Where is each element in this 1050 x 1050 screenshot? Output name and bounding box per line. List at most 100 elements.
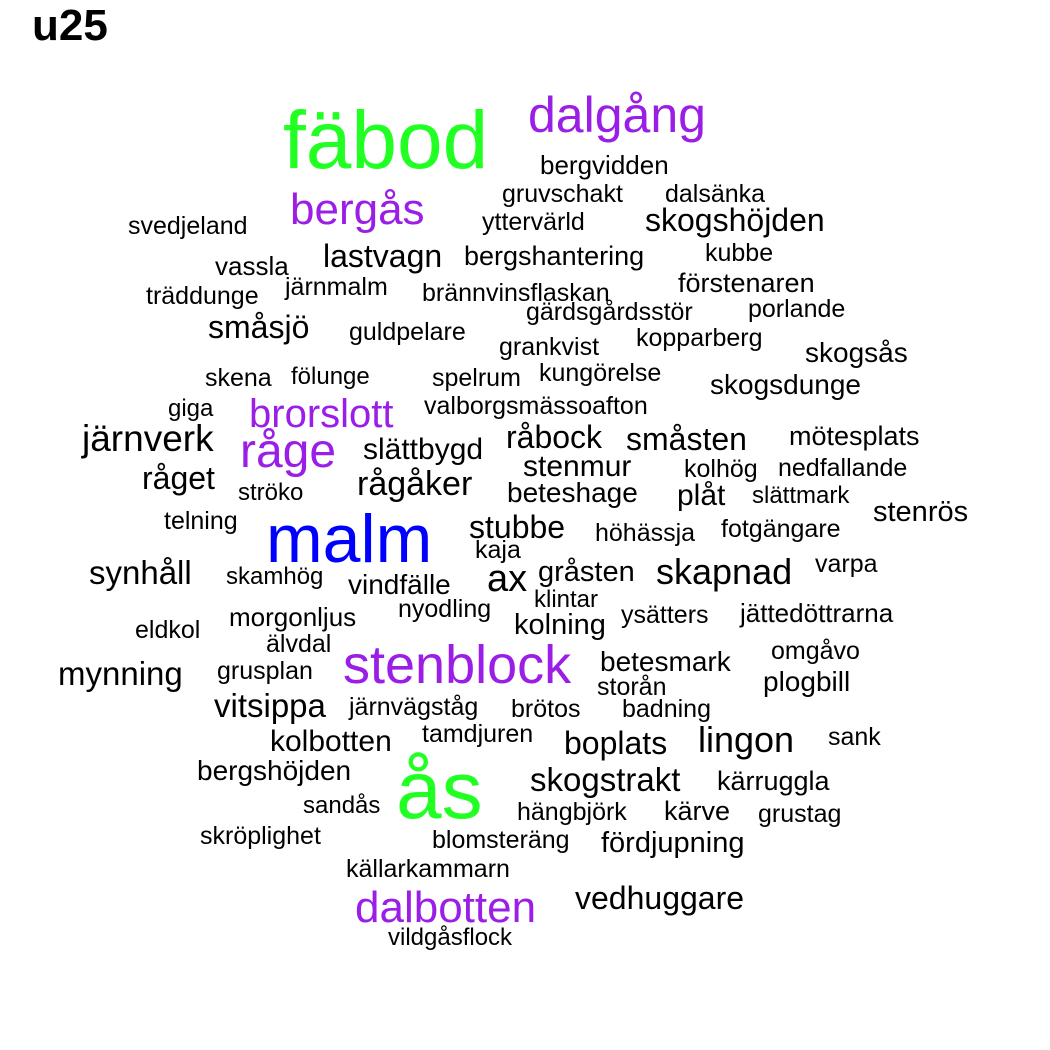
- cloud-word: giga: [168, 395, 214, 422]
- cloud-word: lingon: [698, 719, 795, 760]
- cloud-word: grusplan: [217, 657, 313, 685]
- cloud-word: kungörelse: [539, 359, 662, 387]
- cloud-word: ås: [396, 745, 483, 836]
- cloud-word: kolbotten: [270, 725, 392, 758]
- cloud-word: kaja: [475, 536, 521, 564]
- cloud-word: mynning: [58, 655, 183, 692]
- cloud-word: förstenaren: [678, 268, 815, 298]
- cloud-word: morgonljus: [229, 602, 357, 632]
- cloud-word: betesmark: [600, 646, 731, 677]
- cloud-word: stubbe: [469, 509, 566, 545]
- cloud-word: gruvschakt: [502, 180, 623, 208]
- cloud-word: mötesplats: [789, 421, 920, 451]
- cloud-word: blomsteräng: [432, 826, 570, 854]
- cloud-word: vindfälle: [348, 569, 451, 600]
- cloud-word: skapnad: [656, 551, 793, 592]
- cloud-word: skena: [205, 364, 272, 392]
- cloud-word: stenblock: [343, 635, 572, 695]
- cloud-word: rågåker: [357, 465, 473, 503]
- cloud-word: skogstrakt: [530, 761, 681, 798]
- cloud-word: stenmur: [523, 450, 632, 483]
- cloud-word: hängbjörk: [517, 798, 627, 826]
- cloud-word: vildgåsflock: [388, 924, 513, 951]
- cloud-word: vassla: [215, 251, 289, 281]
- cloud-word: skogshöjden: [645, 202, 825, 238]
- cloud-word: ax: [487, 558, 528, 600]
- cloud-word: nedfallande: [778, 454, 908, 482]
- cloud-word: sandås: [303, 792, 381, 819]
- cloud-word: älvdal: [266, 630, 332, 658]
- cloud-word: tamdjuren: [422, 720, 534, 748]
- cloud-word: råget: [142, 460, 215, 496]
- cloud-word: fölunge: [291, 363, 370, 390]
- cloud-word: höhässja: [595, 519, 696, 547]
- cloud-word: järnvägståg: [349, 693, 479, 721]
- cloud-word: bergshöjden: [197, 755, 352, 786]
- cloud-word: malm: [266, 501, 433, 577]
- cloud-word: klintar: [534, 586, 599, 613]
- cloud-word: eldkol: [135, 616, 201, 644]
- cloud-word: stenrös: [873, 496, 969, 528]
- cloud-word: gråsten: [538, 556, 635, 588]
- cloud-word: plogbill: [763, 666, 851, 697]
- cloud-word: dalbotten: [355, 883, 537, 932]
- cloud-word: kärve: [664, 796, 731, 826]
- cloud-word: brännvinsflaskan: [422, 279, 610, 307]
- cloud-word: skamhög: [226, 563, 324, 590]
- cloud-word: yttervärld: [482, 208, 585, 236]
- cloud-word: slättmark: [752, 482, 850, 509]
- cloud-word: kärruggla: [717, 766, 830, 796]
- cloud-word: bergshantering: [464, 241, 645, 271]
- cloud-word: fördjupning: [601, 827, 745, 859]
- cloud-word: synhåll: [89, 554, 192, 591]
- cloud-word: råge: [240, 425, 337, 478]
- cloud-word: slättbygd: [363, 433, 484, 466]
- cloud-word: järnverk: [82, 418, 214, 459]
- cloud-word: järnmalm: [285, 273, 388, 301]
- cloud-word: kopparberg: [636, 324, 763, 352]
- cloud-word: råbock: [506, 419, 603, 455]
- cloud-word: bergvidden: [540, 150, 669, 180]
- cloud-word: dalgång: [528, 87, 706, 143]
- cloud-word: spelrum: [432, 364, 521, 392]
- cloud-word: träddunge: [146, 282, 259, 310]
- cloud-word: jättedöttrarna: [740, 598, 894, 628]
- cloud-word: skogsås: [805, 337, 908, 368]
- cloud-word: badning: [622, 695, 711, 723]
- cloud-word: omgåvo: [771, 637, 860, 665]
- cloud-word: dalsänka: [665, 180, 766, 208]
- cloud-word: skogsdunge: [710, 369, 862, 400]
- cloud-word: kubbe: [705, 239, 774, 267]
- cloud-word: nyodling: [398, 595, 492, 623]
- cloud-word: källarkammarn: [346, 855, 510, 883]
- cloud-word: småsjö: [208, 309, 310, 345]
- cloud-word: ströko: [238, 479, 304, 506]
- cloud-word: fäbod: [283, 95, 489, 186]
- cloud-word: guldpelare: [349, 318, 466, 346]
- cloud-word: grustag: [758, 800, 842, 828]
- cloud-word: lastvagn: [323, 238, 443, 274]
- cloud-word: telning: [164, 507, 238, 535]
- cloud-word: beteshage: [507, 477, 638, 508]
- cloud-word: kolning: [514, 609, 606, 641]
- cloud-word: brorslott: [249, 392, 394, 436]
- cloud-word: bergås: [290, 185, 425, 234]
- cloud-word: grankvist: [499, 333, 600, 361]
- cloud-word: boplats: [564, 725, 668, 761]
- cloud-word: brötos: [511, 695, 581, 723]
- cloud-word: svedjeland: [128, 212, 248, 240]
- cloud-word: vedhuggare: [575, 880, 745, 916]
- cloud-word: småsten: [626, 421, 747, 457]
- cloud-word: gärdsgårdsstör: [526, 298, 693, 326]
- cloud-word: sank: [828, 723, 881, 751]
- cloud-word: vitsippa: [214, 687, 326, 724]
- cloud-word: porlande: [748, 295, 846, 323]
- page-title: u25: [32, 1, 108, 50]
- cloud-word: plåt: [677, 479, 726, 512]
- cloud-word: skröplighet: [200, 822, 321, 850]
- cloud-word: valborgsmässoafton: [424, 392, 648, 420]
- cloud-word: varpa: [815, 550, 878, 578]
- cloud-word: storån: [597, 673, 667, 701]
- cloud-word: kolhög: [684, 455, 758, 483]
- cloud-word: fotgängare: [721, 515, 841, 543]
